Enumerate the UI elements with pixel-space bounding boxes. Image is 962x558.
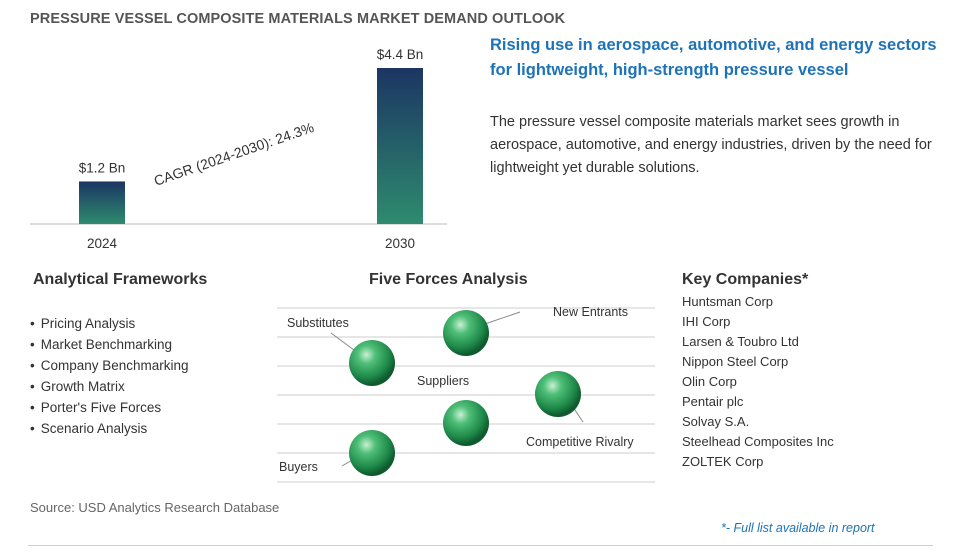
main-title: PRESSURE VESSEL COMPOSITE MATERIALS MARK… xyxy=(30,11,566,27)
frameworks-title: Analytical Frameworks xyxy=(33,271,208,288)
sphere-new-entrants xyxy=(443,310,489,356)
companies-list: Huntsman Corp IHI Corp Larsen & Toubro Ltd… xyxy=(682,292,834,472)
bar-2024 xyxy=(79,181,125,224)
framework-item: Porter's Five Forces xyxy=(30,397,189,418)
sphere-substitutes xyxy=(349,340,395,386)
leader-buyers xyxy=(341,450,369,467)
framework-item: Pricing Analysis xyxy=(30,313,189,334)
leader-competitive-rivalry xyxy=(566,397,584,423)
five-forces-title: Five Forces Analysis xyxy=(369,271,528,288)
companies-title: Key Companies* xyxy=(682,271,809,288)
framework-item: Market Benchmarking xyxy=(30,334,189,355)
data-label-2030: $4.4 Bn xyxy=(377,47,424,62)
leader-substitutes xyxy=(330,332,363,357)
company-item: ZOLTEK Corp xyxy=(682,454,764,469)
cagr-annotation: CAGR (2024-2030): 24.3% xyxy=(152,119,316,189)
x-tick-2030: 2030 xyxy=(385,236,415,251)
company-item: Pentair plc xyxy=(682,394,744,409)
frameworks-list: Pricing AnalysisMarket BenchmarkingCompa… xyxy=(30,313,189,439)
x-tick-2024: 2024 xyxy=(87,236,118,251)
framework-item: Growth Matrix xyxy=(30,376,189,397)
company-item: Nippon Steel Corp xyxy=(682,354,789,369)
bottom-divider xyxy=(28,545,933,546)
full-list-footnote: *- Full list available in report xyxy=(721,521,875,535)
company-item: Solvay S.A. xyxy=(682,414,750,429)
label-new-entrants: New Entrants xyxy=(553,305,628,319)
market-bar-chart: $1.2 Bn 2024 $4.4 Bn 2030 CAGR (2024-2030):… xyxy=(30,47,447,251)
label-substitutes: Substitutes xyxy=(287,316,349,330)
label-competitive-rivalry: Competitive Rivalry xyxy=(526,435,634,449)
sphere-competitive-rivalry xyxy=(535,371,581,417)
source-note: Source: USD Analytics Research Database xyxy=(30,500,280,515)
company-item: IHI Corp xyxy=(682,314,731,329)
bar-2030 xyxy=(377,68,423,224)
company-item: Olin Corp xyxy=(682,374,737,389)
company-item: Steelhead Composites Inc xyxy=(682,434,834,449)
framework-item: Scenario Analysis xyxy=(30,418,189,439)
label-suppliers: Suppliers xyxy=(417,374,469,388)
sphere-buyers xyxy=(349,430,395,476)
description: The pressure vessel composite materials … xyxy=(490,114,932,176)
leader-new-entrants xyxy=(475,311,521,328)
framework-item: Company Benchmarking xyxy=(30,355,189,376)
label-buyers: Buyers xyxy=(279,460,318,474)
headline: Rising use in aerospace, automotive, and… xyxy=(490,36,937,79)
data-label-2024: $1.2 Bn xyxy=(79,160,126,175)
sphere-suppliers xyxy=(443,400,489,446)
company-item: Larsen & Toubro Ltd xyxy=(682,334,799,349)
company-item: Huntsman Corp xyxy=(682,294,774,309)
